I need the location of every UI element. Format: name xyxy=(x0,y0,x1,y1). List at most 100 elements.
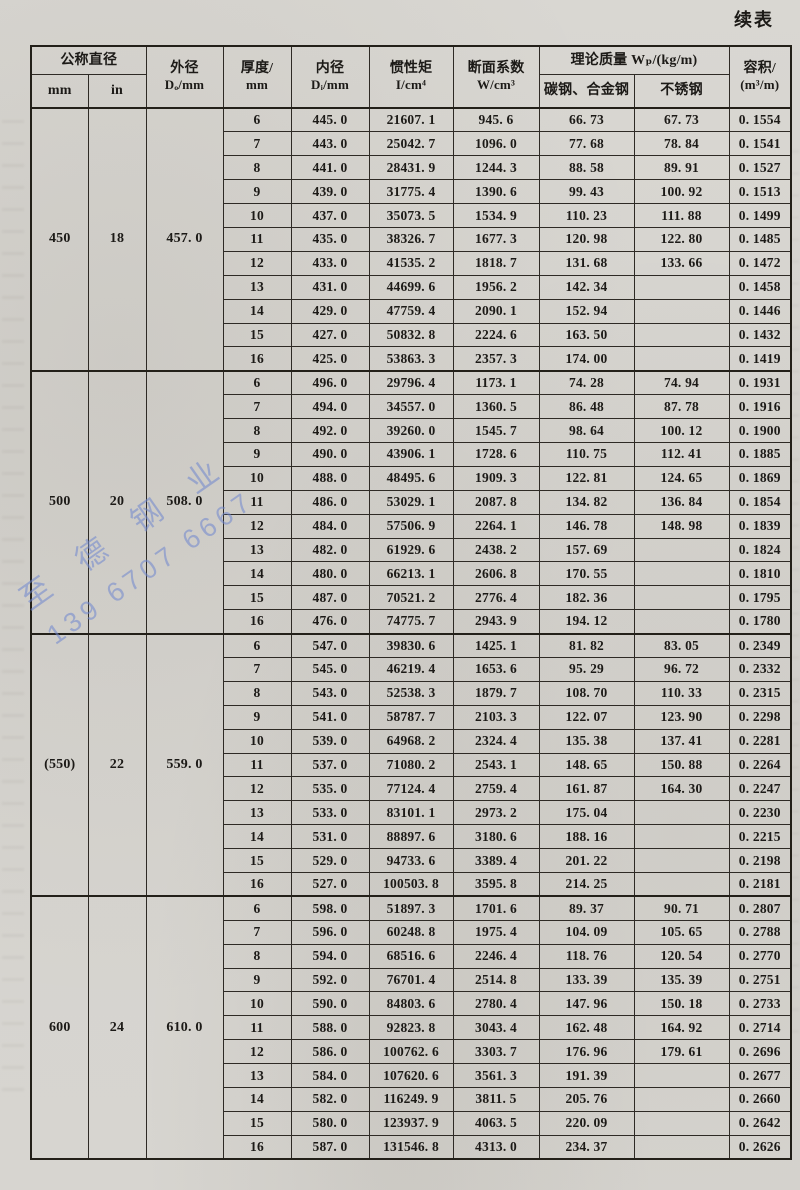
cell-section-modulus: 3389. 4 xyxy=(452,848,540,873)
cell-inertia: 57506. 9 xyxy=(368,513,454,539)
header-inertia-title: 惯性矩 xyxy=(389,60,433,76)
table-row: 10 590. 0 84803. 6 2780. 4 147. 96 150. 18 0. … xyxy=(31,991,792,1017)
cell-inertia: 39260. 0 xyxy=(368,418,454,443)
group-dn-mm: 600 xyxy=(30,895,89,1160)
cell-inner-diameter: 545. 0 xyxy=(290,656,370,682)
table-row: 11 588. 0 92823. 8 3043. 4 162. 48 164. 92 0. … xyxy=(31,1015,792,1041)
cell-volume: 0. 2281 xyxy=(728,728,792,754)
header-unit-in: in xyxy=(87,73,147,109)
cell-mass-stainless xyxy=(633,848,730,873)
cell-inner-diameter: 439. 0 xyxy=(290,179,370,205)
cell-thickness: 8 xyxy=(222,680,292,706)
cell-section-modulus: 2514. 8 xyxy=(452,967,540,993)
cell-mass-carbon: 161. 87 xyxy=(538,776,635,802)
cell-inertia: 83101. 1 xyxy=(368,800,454,826)
header-section-modulus-unit: W/cm³ xyxy=(476,77,516,92)
table-row: 13 584. 0 107620. 6 3561. 3 191. 39 0. 2677 xyxy=(31,1063,792,1089)
cell-mass-stainless xyxy=(633,824,730,850)
cell-mass-stainless: 78. 84 xyxy=(633,131,730,157)
cell-inertia: 38326. 7 xyxy=(368,226,454,252)
header-inertia: 惯性矩 I/cm⁴ xyxy=(368,45,454,109)
table-row: 7 596. 0 60248. 8 1975. 4 104. 09 105. 65 0. 2… xyxy=(31,919,792,945)
header-inertia-unit: I/cm⁴ xyxy=(395,77,427,92)
cell-mass-carbon: 152. 94 xyxy=(538,298,635,324)
cell-inertia: 46219. 4 xyxy=(368,656,454,682)
cell-mass-carbon: 188. 16 xyxy=(538,824,635,850)
cell-inner-diameter: 539. 0 xyxy=(290,728,370,754)
cell-section-modulus: 3595. 8 xyxy=(452,872,540,897)
cell-inertia: 31775. 4 xyxy=(368,179,454,205)
cell-section-modulus: 1909. 3 xyxy=(452,465,540,491)
cell-section-modulus: 2090. 1 xyxy=(452,298,540,324)
cell-thickness: 10 xyxy=(222,203,292,228)
cell-section-modulus: 2246. 4 xyxy=(452,943,540,969)
cell-inertia: 116249. 9 xyxy=(368,1087,454,1112)
cell-inner-diameter: 425. 0 xyxy=(290,346,370,372)
cell-thickness: 7 xyxy=(222,919,292,945)
cell-mass-carbon: 146. 78 xyxy=(538,513,635,539)
cell-thickness: 9 xyxy=(222,704,292,730)
cell-mass-stainless xyxy=(633,1087,730,1112)
cell-mass-stainless xyxy=(633,298,730,324)
cell-mass-stainless xyxy=(633,1134,730,1160)
cell-mass-carbon: 122. 07 xyxy=(538,704,635,730)
cell-mass-carbon: 214. 25 xyxy=(538,872,635,897)
header-volume-title: 容积/ xyxy=(743,60,776,76)
cell-thickness: 12 xyxy=(222,250,292,276)
cell-inner-diameter: 441. 0 xyxy=(290,155,370,181)
cell-section-modulus: 3180. 6 xyxy=(452,824,540,850)
cell-inner-diameter: 429. 0 xyxy=(290,298,370,324)
cell-mass-stainless: 110. 33 xyxy=(633,680,730,706)
cell-thickness: 16 xyxy=(222,872,292,897)
cell-inertia: 64968. 2 xyxy=(368,728,454,754)
cell-mass-carbon: 98. 64 xyxy=(538,418,635,443)
cell-volume: 0. 2332 xyxy=(728,656,792,682)
cell-volume: 0. 1432 xyxy=(728,322,792,348)
cell-mass-carbon: 77. 68 xyxy=(538,131,635,157)
cell-inner-diameter: 492. 0 xyxy=(290,418,370,443)
cell-inner-diameter: 435. 0 xyxy=(290,226,370,252)
cell-inner-diameter: 443. 0 xyxy=(290,131,370,157)
cell-section-modulus: 2357. 3 xyxy=(452,346,540,372)
cell-volume: 0. 2298 xyxy=(728,704,792,730)
cell-mass-stainless: 74. 94 xyxy=(633,369,730,396)
cell-section-modulus: 1360. 5 xyxy=(452,394,540,420)
cell-inertia: 131546. 8 xyxy=(368,1134,454,1160)
cell-thickness: 6 xyxy=(222,107,292,133)
cell-inertia: 123937. 9 xyxy=(368,1110,454,1136)
cell-inertia: 44699. 6 xyxy=(368,274,454,300)
table-row: 15 487. 0 70521. 2 2776. 4 182. 36 0. 1795 xyxy=(31,585,792,611)
cell-volume: 0. 2807 xyxy=(728,895,792,921)
cell-inertia: 53863. 3 xyxy=(368,346,454,372)
cell-section-modulus: 1425. 1 xyxy=(452,632,540,658)
header-stainless-steel: 不锈钢 xyxy=(633,73,730,109)
cell-volume: 0. 2626 xyxy=(728,1134,792,1160)
cell-inertia: 28431. 9 xyxy=(368,155,454,181)
cell-mass-carbon: 201. 22 xyxy=(538,848,635,873)
cell-mass-stainless: 137. 41 xyxy=(633,728,730,754)
cell-mass-stainless: 105. 65 xyxy=(633,919,730,945)
table-row: 8 594. 0 68516. 6 2246. 4 118. 76 120. 54 0. 2… xyxy=(31,943,792,969)
cell-volume: 0. 2733 xyxy=(728,991,792,1017)
header-unit-mm: mm xyxy=(30,73,89,109)
table-row: 15 529. 0 94733. 6 3389. 4 201. 22 0. 2198 xyxy=(31,848,792,873)
cell-inertia: 84803. 6 xyxy=(368,991,454,1017)
cell-mass-carbon: 157. 69 xyxy=(538,537,635,563)
cell-section-modulus: 1390. 6 xyxy=(452,179,540,205)
cell-thickness: 10 xyxy=(222,728,292,754)
cell-volume: 0. 1900 xyxy=(728,418,792,443)
table-row: 12 433. 0 41535. 2 1818. 7 131. 68 133. 66 0. … xyxy=(31,250,792,276)
cell-volume: 0. 1869 xyxy=(728,465,792,491)
cell-inertia: 71080. 2 xyxy=(368,752,454,778)
group-dn-mm: 450 xyxy=(30,107,89,372)
cell-inner-diameter: 587. 0 xyxy=(290,1134,370,1160)
header-thickness: 厚度/ mm xyxy=(222,45,292,109)
cell-mass-carbon: 110. 75 xyxy=(538,441,635,467)
header-theoretical-mass: 理论质量 Wₚ/(kg/m) xyxy=(538,45,730,75)
cell-inner-diameter: 543. 0 xyxy=(290,680,370,706)
cell-inertia: 43906. 1 xyxy=(368,441,454,467)
cell-section-modulus: 3561. 3 xyxy=(452,1063,540,1089)
cell-volume: 0. 1780 xyxy=(728,609,792,635)
cell-thickness: 11 xyxy=(222,1015,292,1041)
